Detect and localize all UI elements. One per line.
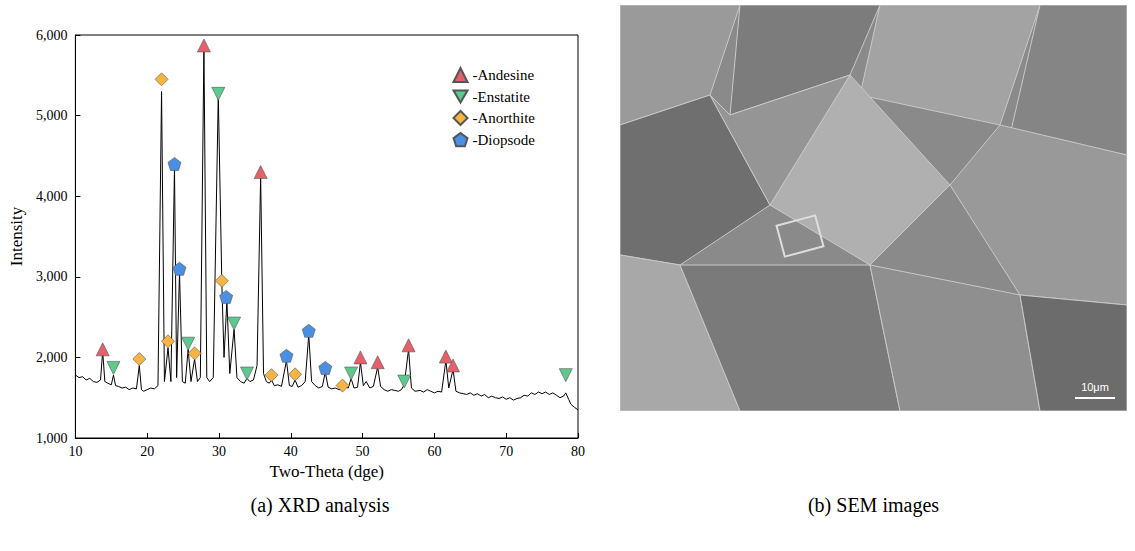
svg-text:Two-Theta (dge): Two-Theta (dge) xyxy=(269,462,383,481)
svg-text:80: 80 xyxy=(571,444,585,459)
svg-text:70: 70 xyxy=(499,444,513,459)
svg-text:2,000: 2,000 xyxy=(36,350,68,365)
svg-text:60: 60 xyxy=(427,444,441,459)
svg-text:-Andesine: -Andesine xyxy=(473,67,535,83)
svg-text:40: 40 xyxy=(284,444,298,459)
svg-text:1,000: 1,000 xyxy=(36,431,68,446)
svg-text:30: 30 xyxy=(212,444,226,459)
svg-text:Intensity: Intensity xyxy=(7,206,26,266)
html-text:(a) XRD analysis: (a) XRD analysis xyxy=(250,494,390,516)
svg-text:-Enstatite: -Enstatite xyxy=(473,89,531,105)
svg-text:50: 50 xyxy=(356,444,370,459)
svg-text:20: 20 xyxy=(140,444,154,459)
html-text:(b) SEM images: (b) SEM images xyxy=(808,494,939,516)
svg-text:4,000: 4,000 xyxy=(36,189,68,204)
svg-text:6,000: 6,000 xyxy=(36,28,68,43)
svg-text:10: 10 xyxy=(68,444,82,459)
svg-text:3,000: 3,000 xyxy=(36,269,68,284)
svg-text:5,000: 5,000 xyxy=(36,108,68,123)
svg-text:10μm: 10μm xyxy=(1081,381,1109,393)
svg-text:-Diopsode: -Diopsode xyxy=(473,132,536,148)
svg-text:-Anorthite: -Anorthite xyxy=(473,110,536,126)
